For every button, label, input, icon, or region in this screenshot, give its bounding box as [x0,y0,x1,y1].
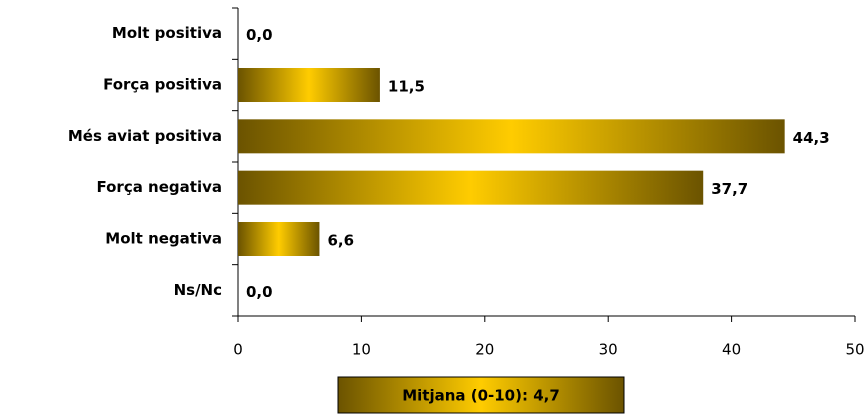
bar [238,119,785,154]
bar [238,170,704,205]
y-tick-label: Força positiva [103,76,222,94]
value-label: 44,3 [793,129,830,147]
y-tick-label: Força negativa [96,178,222,196]
value-label: 0,0 [246,26,273,44]
annotation-box [337,376,625,414]
x-tick-label: 40 [722,341,741,359]
bar [238,68,380,102]
bar [238,222,320,256]
value-label: 6,6 [327,232,354,250]
value-label: 0,0 [246,283,273,301]
value-label: 37,7 [711,180,748,198]
x-tick-label: 0 [233,341,243,359]
y-tick-label: Ns/Nc [174,281,222,299]
x-tick-label: 10 [352,341,371,359]
value-label: 11,5 [388,78,425,96]
y-tick-label: Molt positiva [112,24,222,42]
x-tick-label: 50 [845,341,864,359]
y-tick-label: Més aviat positiva [68,127,222,145]
x-tick-label: 30 [599,341,618,359]
y-tick-label: Molt negativa [105,230,222,248]
annotation: Mitjana (0-10): 4,7 [402,387,560,405]
x-tick-label: 20 [475,341,494,359]
